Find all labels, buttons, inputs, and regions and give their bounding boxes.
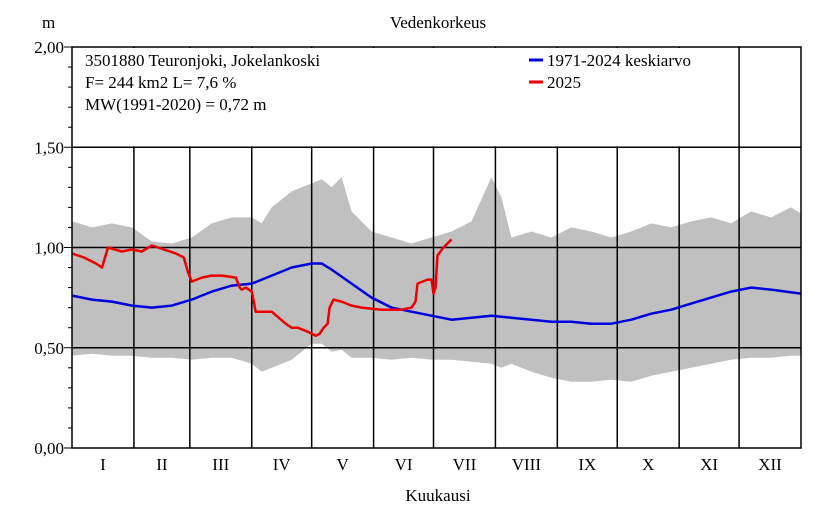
- series-line-2025: [71, 238, 453, 337]
- x-tick-label-month: XII: [758, 455, 782, 474]
- x-tick-label-month: IX: [578, 455, 596, 474]
- axis-layer: 0,000,501,001,502,00I II III IV V VI VII VIII IX…: [34, 38, 782, 474]
- legend: 1971-2024 keskiarvo 2025: [529, 51, 691, 92]
- x-tick-label-month: VII: [453, 455, 477, 474]
- x-tick-label-month: II: [156, 455, 168, 474]
- x-tick-label-month: I: [100, 455, 106, 474]
- chart-title: Vedenkorkeus: [390, 13, 486, 32]
- info-text-group: 3501880 Teuronjoki, Jokelankoski F= 244 k…: [85, 47, 740, 148]
- y-tick-label: 0,50: [34, 339, 64, 358]
- x-tick-label-month: VIII: [512, 455, 542, 474]
- x-tick-label-month: X: [642, 455, 654, 474]
- y-tick-label: 2,00: [34, 38, 64, 57]
- y-tick-label: 0,00: [34, 439, 64, 458]
- x-tick-label-month: VI: [395, 455, 413, 474]
- series-line-average: [71, 262, 802, 325]
- station-info-line: 3501880 Teuronjoki, Jokelankoski: [85, 51, 320, 70]
- legend-label: 2025: [547, 73, 581, 92]
- x-tick-label-month: IV: [273, 455, 292, 474]
- x-tick-label-month: III: [212, 455, 229, 474]
- y-tick-label: 1,50: [34, 138, 64, 157]
- x-axis-label: Kuukausi: [405, 486, 470, 505]
- y-axis-unit-label: m: [42, 13, 55, 32]
- info-box: [73, 48, 800, 147]
- x-tick-label-month: V: [336, 455, 349, 474]
- series-layer: [71, 238, 802, 337]
- x-tick-label-month: XI: [700, 455, 718, 474]
- station-info-line: F= 244 km2 L= 7,6 %: [85, 73, 236, 92]
- legend-label: 1971-2024 keskiarvo: [547, 51, 691, 70]
- plot-frame: [71, 46, 802, 449]
- station-info-line: MW(1991-2020) = 0,72 m: [85, 95, 266, 114]
- y-tick-label: 1,00: [34, 239, 64, 258]
